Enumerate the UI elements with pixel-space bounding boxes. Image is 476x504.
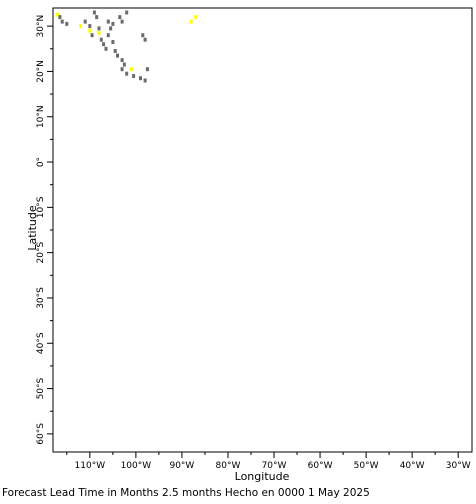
data-cell-gray	[118, 15, 122, 20]
data-cell-gray	[143, 37, 147, 42]
x-tick-label: 100°W	[121, 461, 152, 471]
data-cell-gray	[102, 42, 106, 47]
data-cell-yellow	[97, 30, 101, 35]
data-cell-gray	[113, 49, 117, 53]
forecast-caption: Forecast Lead Time in Months 2.5 months …	[2, 487, 370, 499]
data-cell-gray	[125, 71, 129, 76]
data-cell-gray	[120, 19, 124, 24]
y-tick-label: 50°S	[36, 377, 46, 399]
data-cell-gray	[116, 53, 119, 58]
data-cell-gray	[92, 10, 96, 15]
data-cell-gray	[141, 33, 145, 38]
y-tick-label: 20°N	[36, 60, 46, 83]
y-tick-label: 60°S	[36, 423, 46, 445]
data-cell-gray	[104, 46, 108, 51]
data-cell-yellow	[189, 19, 193, 24]
data-cell-gray	[88, 24, 92, 29]
data-cell-gray	[122, 62, 126, 67]
x-tick-label: 80°W	[216, 461, 241, 471]
axis-ticks: 110°W 100°W 90°W 80°W 70°W 60°W 50°W 40°W 30°W 30…	[36, 15, 471, 471]
data-cell-yellow	[194, 15, 198, 20]
y-tick-label: 10°N	[36, 105, 46, 128]
data-cell-gray	[97, 26, 101, 31]
data-cell-gray	[60, 19, 64, 24]
x-axis-label: Longitude	[235, 470, 290, 483]
y-tick-label: 30°N	[36, 15, 46, 38]
data-cell-gray	[58, 15, 62, 20]
data-cell-yellow	[79, 24, 83, 29]
x-tick-label: 110°W	[75, 461, 106, 471]
x-tick-label: 60°W	[308, 461, 333, 471]
x-tick-label: 70°W	[262, 461, 287, 471]
data-cell-gray	[95, 15, 99, 20]
y-tick-label: 40°S	[36, 332, 46, 354]
data-cell-gray	[111, 40, 115, 44]
data-cell-gray	[83, 19, 87, 24]
y-tick-label: 30°S	[36, 287, 46, 309]
x-tick-label: 50°W	[354, 461, 379, 471]
data-cell-gray	[132, 74, 136, 78]
data-cell-yellow	[88, 28, 92, 33]
data-cells	[56, 10, 198, 83]
data-cell-gray	[120, 67, 124, 72]
x-tick-label: 40°W	[400, 461, 425, 471]
x-tick-label: 30°W	[446, 461, 471, 471]
data-cell-gray	[111, 21, 115, 26]
y-tick-label: 0°	[36, 157, 46, 167]
data-cell-gray	[120, 58, 124, 63]
data-cell-gray	[106, 33, 110, 38]
data-cell-gray	[99, 37, 103, 42]
data-cell-yellow	[56, 12, 60, 17]
data-cell-gray	[145, 67, 149, 72]
x-tick-label: 90°W	[169, 461, 194, 471]
data-cell-gray	[106, 19, 110, 24]
data-cell-yellow	[129, 67, 133, 72]
data-cell-gray	[90, 33, 94, 38]
data-cell-gray	[143, 78, 147, 83]
data-cell-gray	[109, 26, 113, 31]
data-cell-gray	[139, 76, 142, 81]
plot-frame	[52, 7, 473, 453]
y-axis-label: Latitude	[26, 205, 39, 251]
y-tick-label: 20°S	[36, 242, 46, 264]
data-cell-gray	[65, 21, 69, 26]
data-cell-gray	[125, 10, 129, 15]
y-tick-label: 10°S	[36, 196, 46, 218]
